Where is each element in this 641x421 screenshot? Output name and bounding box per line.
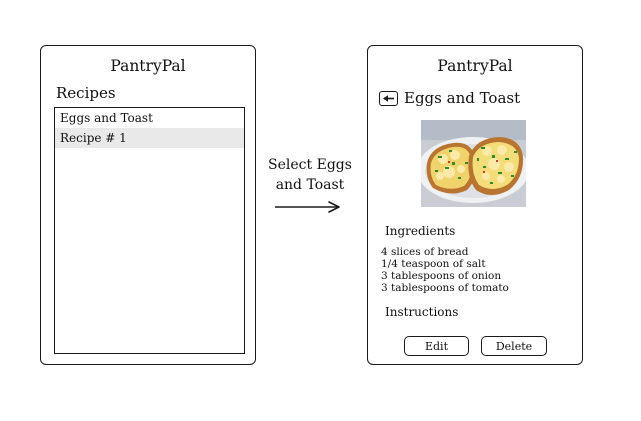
recipe-item-eggs-and-toast[interactable]: Eggs and Toast <box>60 111 153 125</box>
ingredients-heading: Ingredients <box>385 224 456 238</box>
ingredient-item: 3 tablespoons of tomato <box>381 282 509 294</box>
edit-button[interactable]: Edit <box>404 336 469 356</box>
delete-button[interactable]: Delete <box>481 336 547 356</box>
recipes-heading: Recipes <box>56 84 116 102</box>
transition-caption: Select Eggs and Toast <box>262 155 358 195</box>
right-arrow-icon <box>274 199 342 219</box>
transition-caption-line-2: and Toast <box>275 177 345 193</box>
recipe-list: Eggs and Toast Recipe # 1 <box>54 107 245 354</box>
app-title: PantryPal <box>437 57 513 75</box>
instructions-heading: Instructions <box>385 305 459 319</box>
recipe-title: Eggs and Toast <box>404 89 521 107</box>
transition-caption-line-1: Select Eggs <box>268 157 352 173</box>
back-arrow-icon <box>383 94 394 102</box>
recipe-list-screen: PantryPal Recipes Eggs and Toast Recipe … <box>40 45 256 365</box>
ingredients-list: 4 slices of bread 1/4 teaspoon of salt 3… <box>381 246 509 294</box>
ingredient-item: 3 tablespoons of onion <box>381 270 502 282</box>
recipe-header: Eggs and Toast <box>379 89 520 107</box>
recipe-photo <box>417 120 529 207</box>
recipe-detail-screen: PantryPal Eggs and Toast <box>367 45 583 365</box>
recipe-item-recipe-1[interactable]: Recipe # 1 <box>55 128 244 148</box>
ingredient-item: 4 slices of bread <box>381 246 469 258</box>
ingredient-item: 1/4 teaspoon of salt <box>381 258 486 270</box>
app-title: PantryPal <box>110 57 186 75</box>
back-button[interactable] <box>379 90 398 106</box>
